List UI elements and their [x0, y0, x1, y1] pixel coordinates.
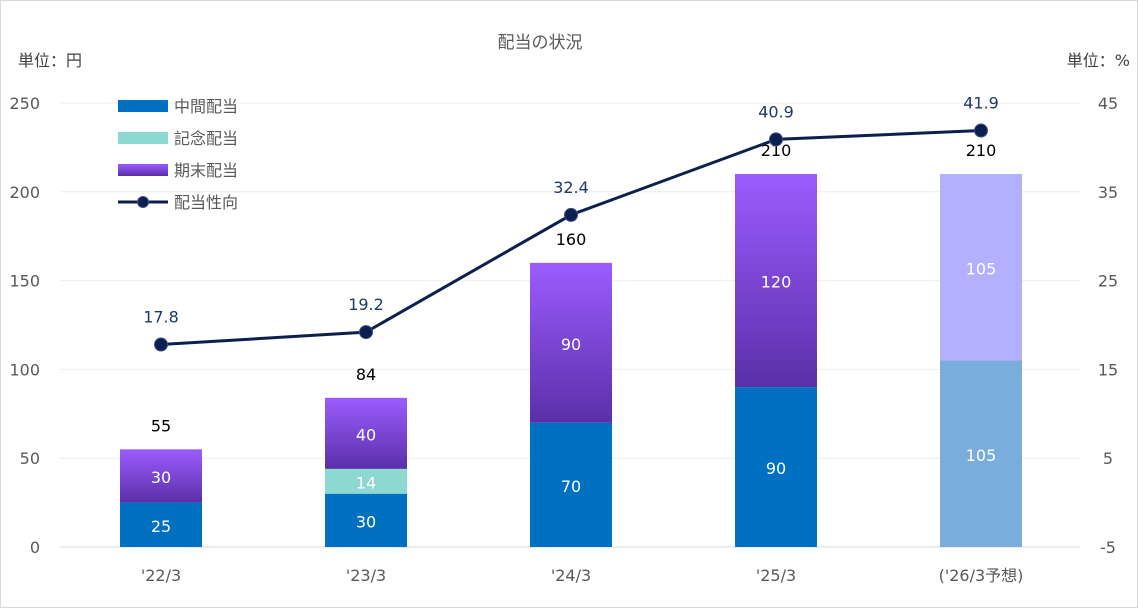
y-right-tick-label: 35 — [1098, 183, 1118, 202]
legend-label: 期末配当 — [174, 161, 238, 180]
y-left-tick-label: 200 — [9, 183, 40, 202]
x-tick-label: '23/3 — [346, 566, 386, 585]
bar-segment — [940, 360, 1022, 547]
right-axis-unit: 単位：% — [1067, 51, 1130, 70]
y-right-tick-label: 5 — [1103, 449, 1113, 468]
bar-value-label: 70 — [561, 477, 581, 496]
bar-value-label: 120 — [761, 273, 792, 292]
legend-swatch — [118, 132, 168, 144]
left-axis-unit: 単位：円 — [18, 51, 82, 70]
bar-segment — [735, 387, 817, 547]
bar-labels: 25 30 30 14 40 70 90 90 120 105 105 — [151, 259, 996, 536]
payout-ratio-label: 19.2 — [348, 295, 384, 314]
payout-ratio-point — [974, 123, 988, 138]
y-right-tick-label: 15 — [1098, 360, 1118, 379]
y-left-tick-label: 50 — [20, 449, 40, 468]
legend-swatch — [118, 164, 168, 176]
bar-total-label: 55 — [151, 416, 171, 435]
x-tick-label: '24/3 — [551, 566, 591, 585]
y-axis-right: -5 5 15 25 35 45 — [1098, 94, 1118, 557]
bar-segment — [735, 174, 817, 388]
y-right-tick-label: 25 — [1098, 272, 1118, 291]
legend-label: 記念配当 — [174, 129, 238, 148]
bar-value-label: 30 — [356, 512, 376, 531]
bar-total-label: 84 — [356, 365, 376, 384]
y-left-tick-label: 100 — [9, 360, 40, 379]
y-right-tick-label: -5 — [1100, 538, 1116, 557]
y-left-tick-label: 150 — [9, 272, 40, 291]
grid-lines — [60, 102, 1080, 548]
y-left-tick-label: 250 — [9, 94, 40, 113]
bar-total-label: 160 — [556, 230, 587, 249]
bar-segment — [940, 174, 1022, 361]
bars — [120, 174, 1022, 547]
bar-segment — [530, 262, 612, 423]
payout-ratio-point — [564, 207, 578, 222]
bar-segment — [325, 397, 407, 469]
payout-ratio-label: 40.9 — [758, 102, 794, 121]
payout-ratio-point — [154, 337, 168, 352]
bar-segment — [325, 493, 407, 547]
bar-value-label: 105 — [966, 446, 997, 465]
y-axis-left: 0 50 100 150 200 250 — [9, 94, 40, 557]
total-labels: 55 84 160 210 210 — [151, 141, 996, 435]
legend-swatch — [118, 100, 168, 112]
bar-segment — [530, 422, 612, 547]
legend-label: 配当性向 — [174, 193, 238, 212]
payout-ratio-line: 17.8 19.2 32.4 40.9 41.9 — [143, 94, 999, 352]
bar-value-label: 30 — [151, 468, 171, 487]
payout-ratio-point — [359, 325, 373, 340]
y-left-tick-label: 0 — [30, 538, 40, 557]
x-tick-label: ('26/3予想) — [939, 566, 1024, 585]
bar-segment — [325, 468, 407, 494]
bar-value-label: 90 — [561, 335, 581, 354]
bar-value-label: 14 — [356, 473, 376, 492]
bar-total-label: 210 — [966, 141, 997, 160]
bar-value-label: 40 — [356, 425, 376, 444]
bar-segment — [120, 502, 202, 547]
payout-ratio-point — [769, 132, 783, 147]
payout-ratio-label: 17.8 — [143, 308, 179, 327]
bar-value-label: 90 — [766, 459, 786, 478]
y-right-tick-label: 45 — [1098, 94, 1118, 113]
x-axis: '22/3 '23/3 '24/3 '25/3 ('26/3予想) — [141, 566, 1024, 585]
bar-segment — [120, 449, 202, 503]
bar-total-label: 210 — [761, 141, 792, 160]
payout-ratio-label: 41.9 — [963, 94, 999, 113]
x-tick-label: '22/3 — [141, 566, 181, 585]
legend-marker — [137, 196, 149, 208]
legend-label: 中間配当 — [174, 97, 238, 116]
bar-value-label: 105 — [966, 259, 997, 278]
chart-title: 配当の状況 — [498, 33, 583, 53]
x-tick-label: '25/3 — [756, 566, 796, 585]
bar-value-label: 25 — [151, 517, 171, 536]
payout-ratio-label: 32.4 — [553, 178, 589, 197]
